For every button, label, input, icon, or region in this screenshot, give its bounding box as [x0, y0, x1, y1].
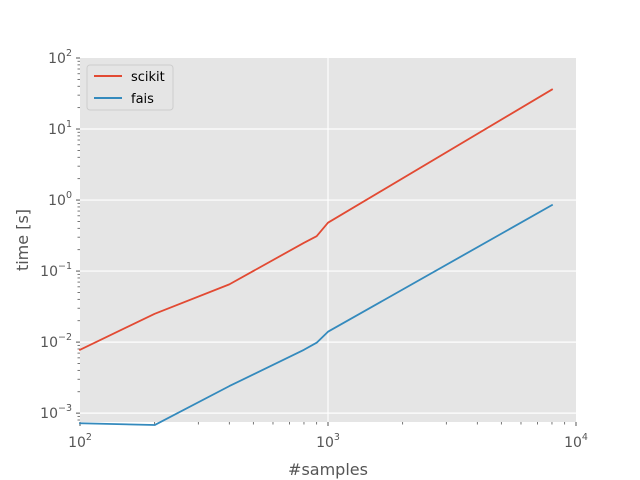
x-tick-label: 103 [316, 432, 340, 451]
tick-labels: 102 103 104 10−3 10−2 10−1 100 101 102 [40, 48, 588, 451]
y-tick-label: 10−3 [40, 403, 72, 422]
data-lines [78, 88, 554, 426]
ticks [76, 57, 577, 426]
y-tick-label: 101 [48, 119, 72, 138]
y-tick-label: 100 [48, 190, 72, 209]
legend: scikit fais [86, 64, 174, 111]
series-line-fais [79, 203, 554, 426]
x-tick-label: 104 [564, 432, 588, 451]
legend-label-scikit: scikit [131, 70, 165, 85]
y-tick-label: 102 [48, 48, 72, 67]
x-axis-label: #samples [288, 460, 368, 479]
series-line-scikit [78, 88, 554, 351]
grid [80, 58, 576, 422]
x-tick-label: 102 [68, 432, 92, 451]
legend-label-fais: fais [131, 92, 154, 107]
y-axis-label: time [s] [13, 209, 32, 271]
y-tick-label: 10−1 [40, 261, 72, 280]
y-tick-label: 10−2 [40, 332, 72, 351]
